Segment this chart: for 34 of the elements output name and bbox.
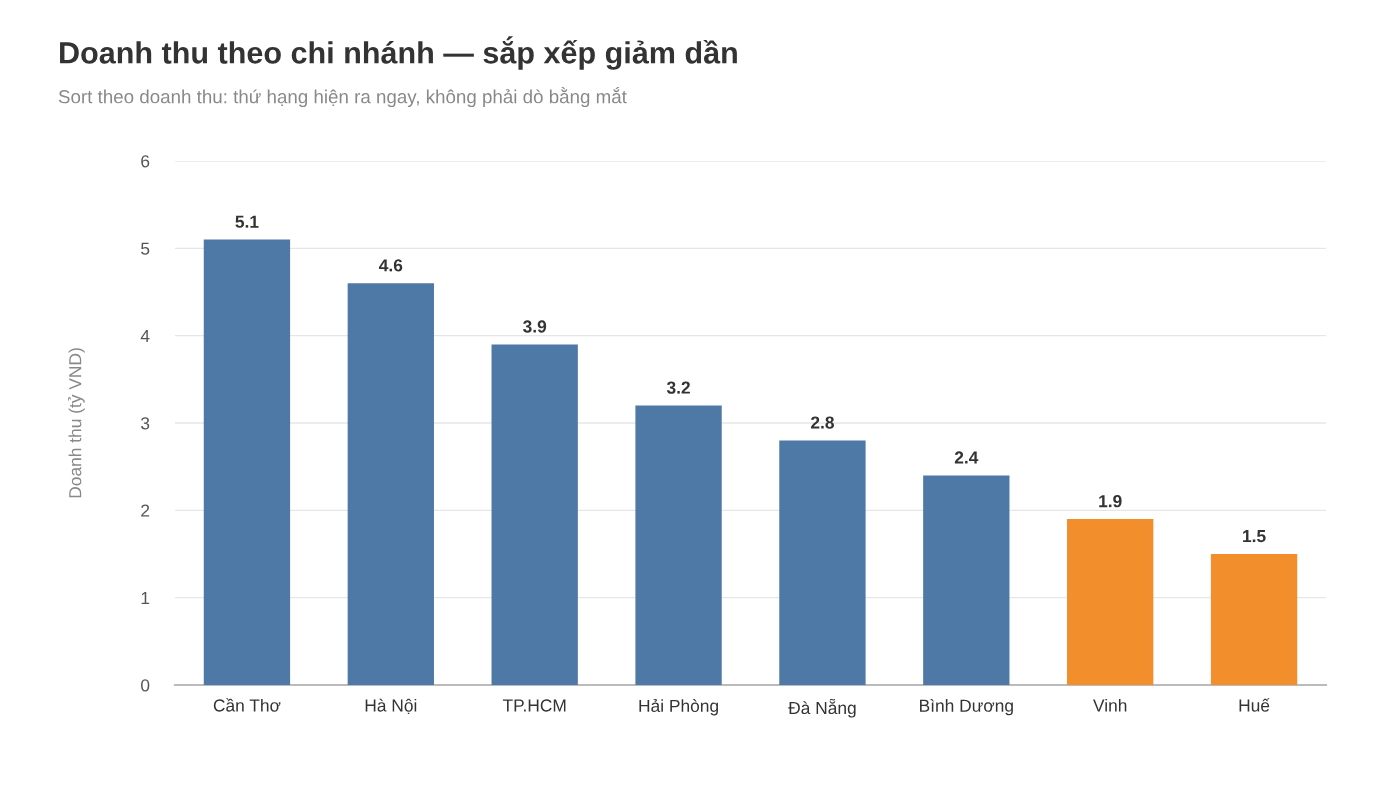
y-axis-title: Doanh thu (tỷ VND) xyxy=(68,348,85,498)
y-tick-label: 3 xyxy=(141,417,150,430)
bar xyxy=(491,344,578,685)
bar xyxy=(635,405,722,685)
y-tick-label: 4 xyxy=(140,330,150,342)
data-label: 3.2 xyxy=(666,381,690,394)
y-tick-label: 1 xyxy=(141,592,150,604)
data-label: 1.9 xyxy=(1099,495,1122,508)
data-label: 2.4 xyxy=(954,451,979,464)
data-label: 4.6 xyxy=(379,259,403,272)
data-label: 2.8 xyxy=(810,416,834,429)
data-label: 1.5 xyxy=(1243,530,1266,543)
bar xyxy=(1067,519,1154,685)
bar xyxy=(779,440,866,685)
y-tick-label: 6 xyxy=(141,155,150,168)
bar xyxy=(347,283,434,685)
bar xyxy=(923,475,1010,685)
y-tick-label: 2 xyxy=(141,504,150,517)
x-tick-label: Hà Nội xyxy=(365,698,417,715)
chart-title: Doanh thu theo chi nhánh — sắp xếp giảm dần xyxy=(60,36,737,70)
x-tick-label: Đà Nẵng xyxy=(788,698,856,718)
x-tick-label: Bình Dương xyxy=(920,698,1013,716)
x-tick-label: Vinh xyxy=(1093,698,1127,712)
data-label: 5.1 xyxy=(235,215,259,228)
chart-subtitle: Sort theo doanh thu: thứ hạng hiện ra ngay, không phải dò bằng mắt xyxy=(58,86,627,108)
data-label: 3.9 xyxy=(523,320,547,333)
y-tick-label: 0 xyxy=(141,679,150,692)
bar xyxy=(203,239,291,685)
x-tick-label: Hải Phòng xyxy=(639,698,718,716)
x-tick-label: Cần Thơ xyxy=(213,698,281,712)
x-tick-label: Huế xyxy=(1239,698,1270,712)
y-tick-label: 5 xyxy=(141,242,150,255)
bar xyxy=(1210,554,1298,685)
x-tick-label: TP.HCM xyxy=(502,699,566,712)
